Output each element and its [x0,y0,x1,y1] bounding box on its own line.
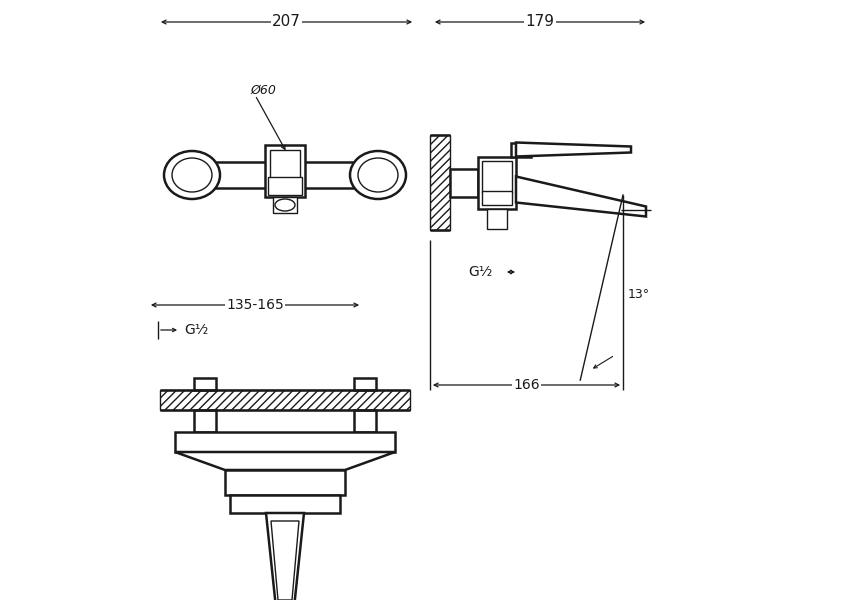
Bar [194,410,216,432]
Bar [225,470,345,495]
Bar [268,177,302,195]
Text: 135-165: 135-165 [226,298,284,312]
Ellipse shape [358,158,398,192]
Text: G¹⁄₂: G¹⁄₂ [468,265,492,279]
Text: 207: 207 [272,14,301,29]
Bar [160,390,410,410]
Polygon shape [175,452,395,470]
Bar [270,150,300,180]
Polygon shape [271,521,299,600]
Text: 166: 166 [513,378,540,392]
Text: 13°: 13° [628,289,650,301]
Bar [511,142,531,157]
Text: 179: 179 [526,14,554,29]
Ellipse shape [275,199,295,211]
Bar [194,378,216,390]
Bar [482,191,512,205]
Bar [273,197,297,213]
Polygon shape [516,142,631,157]
Bar [180,162,390,188]
Ellipse shape [172,158,212,192]
Bar [265,145,305,197]
Ellipse shape [378,162,402,188]
Polygon shape [516,176,646,217]
Bar [482,160,512,193]
Bar [487,208,507,229]
Ellipse shape [350,151,406,199]
Bar [230,495,340,513]
Bar [354,378,376,390]
Ellipse shape [164,151,220,199]
Text: G¹⁄₂: G¹⁄₂ [184,323,208,337]
Bar [354,410,376,432]
Bar [430,135,450,230]
Polygon shape [266,513,304,600]
Bar [175,432,395,452]
Bar [478,157,516,208]
Text: Ø60: Ø60 [250,83,276,97]
Bar [450,169,478,196]
Ellipse shape [168,162,192,188]
